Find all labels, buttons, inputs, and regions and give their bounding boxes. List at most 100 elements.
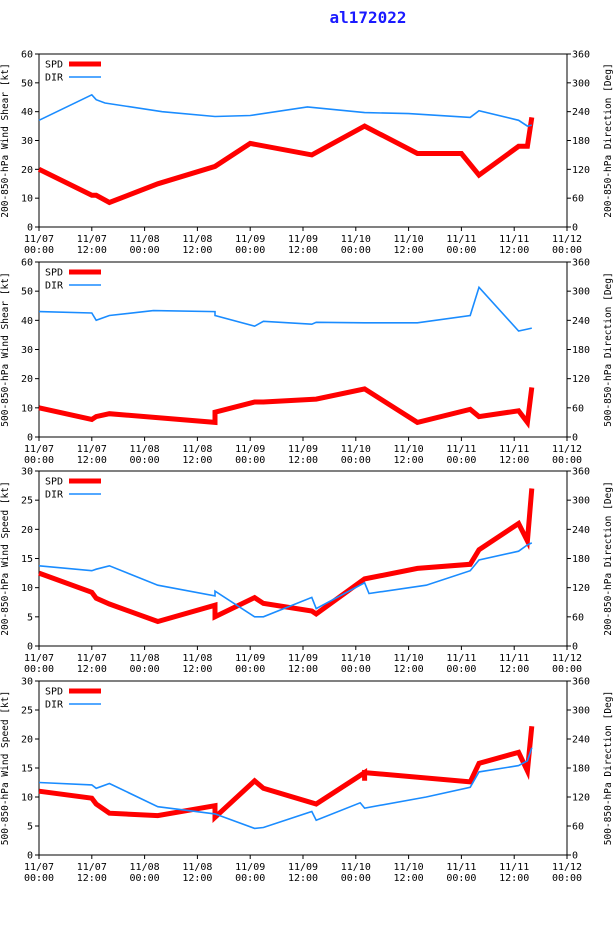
x-tick-time: 00:00 xyxy=(130,873,160,884)
y-left-tick-label: 20 xyxy=(21,525,33,536)
x-tick-time: 00:00 xyxy=(130,245,160,256)
y-right-tick-label: 180 xyxy=(572,764,590,775)
y-left-tick-label: 40 xyxy=(21,316,33,327)
legend-label-dir: DIR xyxy=(45,700,64,711)
chart-panel-2: 010203040506006012018024030036011/0700:0… xyxy=(0,258,614,467)
x-tick-time: 12:00 xyxy=(182,245,212,256)
y-right-tick-label: 360 xyxy=(572,677,590,688)
y-right-tick-label: 180 xyxy=(572,554,590,565)
y-right-tick-label: 0 xyxy=(572,642,578,653)
x-tick-time: 12:00 xyxy=(499,873,529,884)
y-left-tick-label: 15 xyxy=(21,764,33,775)
x-tick-time: 12:00 xyxy=(394,873,424,884)
x-tick-date: 11/10 xyxy=(394,234,424,245)
legend-label-spd: SPD xyxy=(45,477,63,488)
x-tick-date: 11/09 xyxy=(235,444,265,455)
x-tick-date: 11/08 xyxy=(130,444,160,455)
y-left-tick-label: 20 xyxy=(21,374,33,385)
x-tick-time: 00:00 xyxy=(341,664,371,675)
x-tick-date: 11/07 xyxy=(77,444,107,455)
x-tick-date: 11/08 xyxy=(130,862,160,873)
x-tick-time: 12:00 xyxy=(182,664,212,675)
x-tick-date: 11/09 xyxy=(235,234,265,245)
x-tick-date: 11/07 xyxy=(24,653,54,664)
x-tick-date: 11/07 xyxy=(24,234,54,245)
y-right-tick-label: 300 xyxy=(572,706,590,717)
x-tick-date: 11/08 xyxy=(182,653,212,664)
y-left-axis-label: 500-850-hPa Wind Shear [kt] xyxy=(0,272,11,426)
x-tick-time: 00:00 xyxy=(552,245,582,256)
y-right-axis-label: 200-850-hPa Direction [Deg] xyxy=(603,481,614,635)
x-tick-time: 00:00 xyxy=(341,873,371,884)
y-left-tick-label: 0 xyxy=(27,433,33,444)
x-tick-time: 12:00 xyxy=(499,664,529,675)
plot-frame xyxy=(38,261,568,438)
y-left-tick-label: 0 xyxy=(27,223,33,234)
y-right-tick-label: 240 xyxy=(572,735,590,746)
y-left-tick-label: 40 xyxy=(21,107,33,118)
x-tick-date: 11/07 xyxy=(77,234,107,245)
y-right-tick-label: 120 xyxy=(572,793,590,804)
y-right-tick-label: 0 xyxy=(572,223,578,234)
y-left-tick-label: 60 xyxy=(21,258,33,269)
x-tick-date: 11/10 xyxy=(341,444,371,455)
x-tick-date: 11/10 xyxy=(341,862,371,873)
spd-series-line xyxy=(37,117,535,206)
chart-panel-3: 05101520253006012018024030036011/0700:00… xyxy=(0,467,614,676)
x-tick-date: 11/09 xyxy=(288,862,318,873)
x-tick-time: 12:00 xyxy=(77,873,107,884)
legend-label-dir: DIR xyxy=(45,490,64,501)
chart-panel-4: 05101520253006012018024030036011/0700:00… xyxy=(0,677,614,885)
x-tick-time: 12:00 xyxy=(499,455,529,466)
legend-label-spd: SPD xyxy=(45,60,63,71)
x-tick-date: 11/11 xyxy=(499,444,529,455)
x-tick-time: 12:00 xyxy=(394,245,424,256)
x-tick-date: 11/11 xyxy=(499,234,529,245)
x-tick-time: 00:00 xyxy=(341,455,371,466)
y-right-tick-label: 180 xyxy=(572,136,590,147)
x-tick-date: 11/09 xyxy=(288,444,318,455)
x-tick-time: 12:00 xyxy=(288,455,318,466)
y-left-axis-label: 200-850-hPa Wind Shear [kt] xyxy=(0,63,11,217)
y-left-tick-label: 25 xyxy=(21,706,33,717)
x-tick-time: 00:00 xyxy=(446,873,476,884)
y-left-tick-label: 30 xyxy=(21,677,33,688)
x-tick-date: 11/08 xyxy=(182,862,212,873)
y-left-tick-label: 0 xyxy=(27,642,33,653)
y-left-tick-label: 0 xyxy=(27,851,33,862)
x-tick-time: 12:00 xyxy=(182,873,212,884)
x-tick-time: 12:00 xyxy=(288,873,318,884)
y-right-tick-label: 360 xyxy=(572,258,590,269)
y-left-tick-label: 5 xyxy=(27,822,33,833)
y-left-tick-label: 50 xyxy=(21,78,33,89)
y-left-tick-label: 60 xyxy=(21,50,33,61)
x-tick-time: 12:00 xyxy=(288,664,318,675)
y-right-tick-label: 120 xyxy=(572,374,590,385)
x-tick-time: 00:00 xyxy=(552,455,582,466)
y-left-tick-label: 50 xyxy=(21,287,33,298)
x-tick-time: 00:00 xyxy=(446,245,476,256)
y-right-tick-label: 120 xyxy=(572,165,590,176)
x-tick-date: 11/09 xyxy=(288,653,318,664)
x-tick-date: 11/12 xyxy=(552,653,582,664)
x-tick-date: 11/07 xyxy=(77,862,107,873)
y-left-tick-label: 20 xyxy=(21,165,33,176)
chart-panel-1: 010203040506006012018024030036011/0700:0… xyxy=(0,50,614,257)
x-tick-date: 11/09 xyxy=(235,653,265,664)
y-left-tick-label: 30 xyxy=(21,345,33,356)
y-right-tick-label: 240 xyxy=(572,107,590,118)
x-tick-time: 00:00 xyxy=(24,455,54,466)
x-tick-date: 11/11 xyxy=(446,862,476,873)
dir-series-line xyxy=(38,542,533,618)
x-tick-time: 00:00 xyxy=(24,245,54,256)
y-right-tick-label: 60 xyxy=(572,822,584,833)
x-tick-date: 11/11 xyxy=(446,444,476,455)
x-tick-time: 12:00 xyxy=(182,455,212,466)
y-left-tick-label: 30 xyxy=(21,467,33,478)
y-right-tick-label: 60 xyxy=(572,403,584,414)
x-tick-date: 11/11 xyxy=(446,653,476,664)
x-tick-time: 00:00 xyxy=(24,664,54,675)
y-right-tick-label: 60 xyxy=(572,612,584,623)
y-right-tick-label: 120 xyxy=(572,583,590,594)
